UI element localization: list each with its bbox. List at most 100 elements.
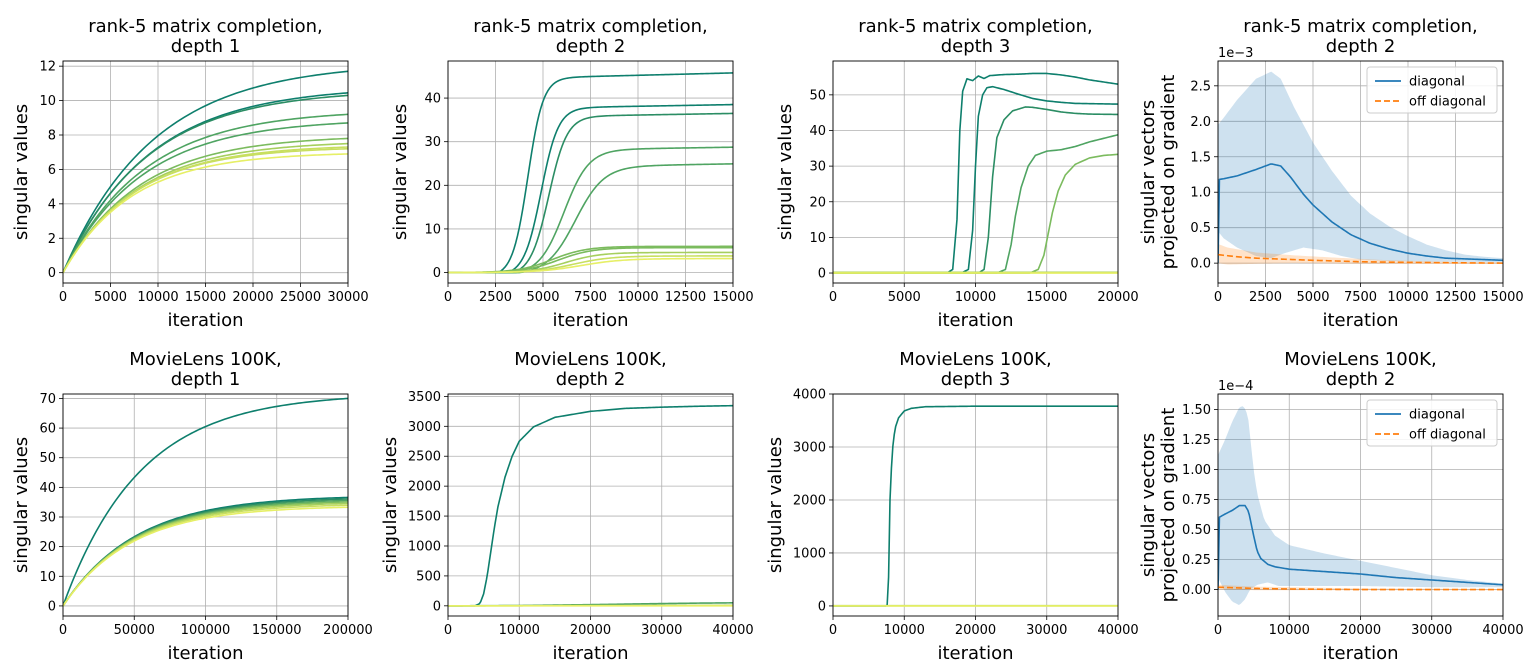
legend: diagonal off diagonal — [1366, 399, 1498, 447]
x-tick-label: 50000 — [114, 623, 155, 638]
panel-title: depth 1 — [171, 36, 241, 57]
y-tick-label: 1500 — [408, 510, 441, 525]
panel-7: 0 10000 20000 30000 40000 0 1000 2000 3000 4000 Mo… — [765, 349, 1139, 664]
series-5-line — [63, 122, 348, 274]
y-tick-label: 500 — [416, 569, 441, 584]
x-axis-label: iteration — [552, 310, 628, 331]
legend-box — [1366, 66, 1498, 114]
x-tick-label: 0 — [1214, 623, 1222, 638]
y-axis-label: singular values — [775, 104, 796, 240]
plot-data — [833, 405, 1118, 607]
x-tick-label: 20000 — [1340, 623, 1381, 638]
off-diagonal-line — [1218, 586, 1503, 591]
y-axis-label: projected on gradient — [1158, 75, 1179, 270]
panel-title: rank-5 matrix completion, — [858, 16, 1092, 37]
panel-title: depth 2 — [556, 369, 626, 390]
y-axis-label: singular values — [390, 104, 411, 240]
x-tick-label: 2500 — [1249, 290, 1282, 305]
y-tick-label: 1000 — [408, 539, 441, 554]
x-tick-label: 40000 — [1482, 623, 1523, 638]
legend-label: off diagonal — [1409, 95, 1486, 110]
panel-2: 0 2500 5000 7500 10000 12500 15000 0 10 20 30 40 ran… — [390, 16, 754, 331]
diagonal-line — [1218, 163, 1503, 264]
x-tick-label: 7500 — [574, 290, 607, 305]
y-tick-label: 20 — [39, 540, 56, 555]
legend-box — [1366, 399, 1498, 447]
panel-title: MovieLens 100K, — [129, 349, 281, 370]
y-tick-label: 30 — [39, 511, 56, 526]
panel-title: depth 3 — [941, 36, 1011, 57]
y-tick-label: 0 — [818, 599, 826, 614]
plot-data — [1218, 71, 1503, 265]
panel-title: MovieLens 100K, — [1284, 349, 1436, 370]
x-tick-label: 30000 — [641, 623, 682, 638]
panel-title: depth 1 — [171, 369, 241, 390]
diagonal-line — [1218, 504, 1503, 590]
x-tick-label: 12500 — [1435, 290, 1476, 305]
x-tick-label: 0 — [1214, 290, 1222, 305]
band-area — [1218, 406, 1503, 605]
x-tick-label: 10000 — [137, 290, 178, 305]
x-axis-label: iteration — [1322, 643, 1398, 664]
series-1-line — [63, 70, 348, 273]
y-offset-label: 1e−3 — [1218, 46, 1253, 61]
legend-label: diagonal — [1409, 75, 1465, 90]
x-tick-label: 7500 — [1344, 290, 1377, 305]
y-tick-label: 30 — [424, 135, 441, 150]
x-tick-label: 10000 — [617, 290, 658, 305]
y-tick-label: 70 — [39, 392, 56, 407]
y-axis-label: projected on gradient — [1158, 408, 1179, 603]
panel-5: 0 50000 100000 150000 200000 0 10 20 30 40 50 60 70 M… — [11, 349, 373, 664]
x-tick-label: 2500 — [479, 290, 512, 305]
x-tick-label: 100000 — [181, 623, 231, 638]
x-tick-label: 10000 — [955, 290, 996, 305]
y-tick-label: 1.5 — [1190, 150, 1211, 165]
y-tick-label: 1.25 — [1182, 433, 1211, 448]
y-tick-label: 1.00 — [1182, 463, 1211, 478]
legend-label: off diagonal — [1409, 428, 1486, 443]
x-tick-label: 15000 — [1026, 290, 1067, 305]
x-tick-label: 0 — [444, 290, 452, 305]
x-tick-label: 0 — [829, 290, 837, 305]
plot-data — [448, 404, 733, 607]
legend: diagonal off diagonal — [1366, 66, 1498, 114]
y-tick-label: 2.5 — [1190, 79, 1211, 94]
y-tick-label: 0.50 — [1182, 523, 1211, 538]
x-axis-label: iteration — [937, 310, 1013, 331]
x-tick-label: 20000 — [1097, 290, 1138, 305]
x-tick-label: 30000 — [327, 290, 368, 305]
y-tick-label: 30 — [809, 160, 826, 175]
x-tick-label: 10000 — [499, 623, 540, 638]
y-tick-label: 0 — [433, 266, 441, 281]
series-10-line — [63, 153, 348, 274]
series-4-line — [63, 113, 348, 274]
y-tick-label: 0.5 — [1190, 221, 1211, 236]
y-tick-label: 0 — [433, 599, 441, 614]
series-10-line — [448, 257, 733, 274]
y-tick-label: 2.0 — [1190, 115, 1211, 130]
y-tick-label: 40 — [39, 481, 56, 496]
y-tick-label: 2500 — [408, 450, 441, 465]
panel-1: 0 5000 10000 15000 20000 25000 30000 0 2 4 6 8 10 12 r… — [11, 16, 369, 331]
y-tick-label: 8 — [48, 129, 56, 144]
x-axis-label: iteration — [552, 643, 628, 664]
panel-title: depth 2 — [556, 36, 626, 57]
y-tick-label: 3000 — [793, 440, 826, 455]
y-tick-label: 0 — [48, 599, 56, 614]
plot-data — [833, 72, 1118, 274]
panel-4: 0 2500 5000 7500 10000 12500 15000 0.0 0.5 1.0 1.5… — [1138, 16, 1524, 331]
y-axis-label: singular values — [11, 104, 32, 240]
x-tick-label: 5000 — [526, 290, 559, 305]
x-tick-label: 0 — [59, 290, 67, 305]
y-tick-label: 4000 — [793, 388, 826, 403]
x-axis-label: iteration — [1322, 310, 1398, 331]
y-offset-label: 1e−4 — [1218, 379, 1253, 394]
y-tick-label: 40 — [424, 92, 441, 107]
x-tick-label: 10000 — [1387, 290, 1428, 305]
panel-title: depth 3 — [941, 369, 1011, 390]
y-tick-label: 1.50 — [1182, 403, 1211, 418]
plot-data — [448, 72, 733, 274]
x-tick-label: 15000 — [185, 290, 226, 305]
series-6-line — [63, 137, 348, 274]
